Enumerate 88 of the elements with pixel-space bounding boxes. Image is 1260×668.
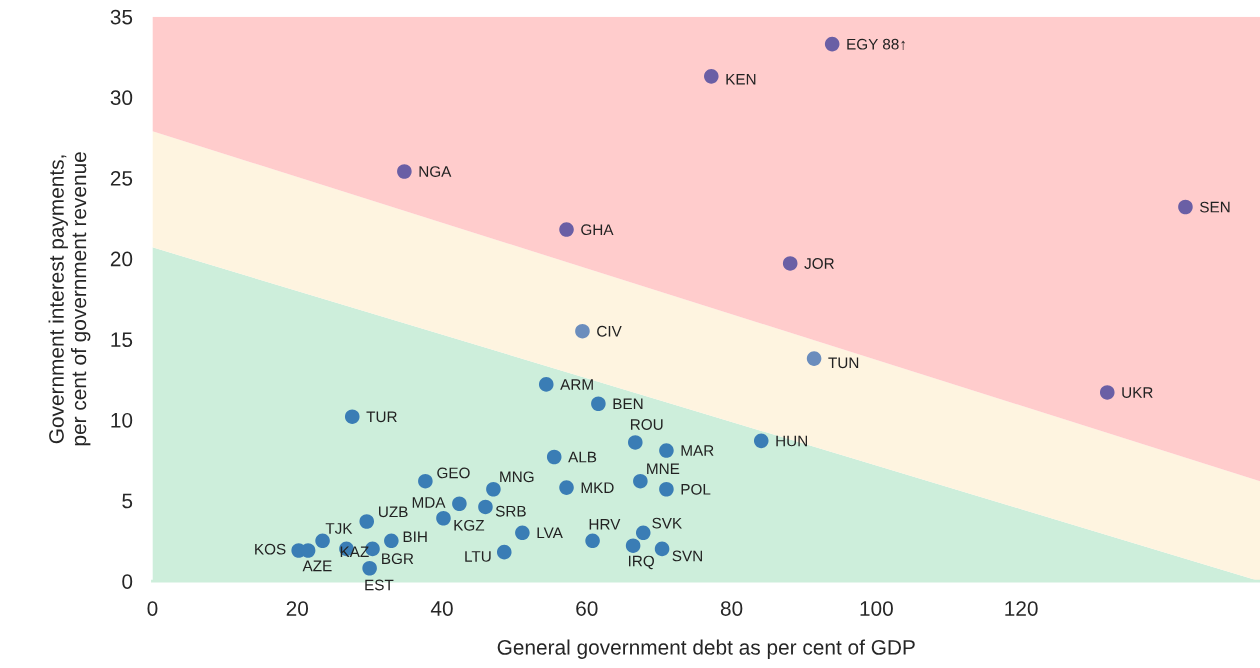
x-tick-label: 40	[430, 601, 453, 616]
y-tick-label: 35	[110, 9, 133, 25]
point	[585, 533, 600, 549]
point	[824, 36, 840, 52]
y-tick-label: 15	[111, 332, 133, 347]
annotation: AZE	[302, 560, 332, 572]
annotation: UKR	[1122, 387, 1153, 398]
annotation: GHA	[581, 224, 614, 236]
point	[436, 510, 451, 526]
point	[575, 323, 590, 339]
x-tick-label: 0	[147, 601, 158, 616]
point	[1178, 199, 1193, 215]
point	[628, 435, 643, 450]
point	[397, 164, 412, 179]
point	[659, 443, 674, 458]
point	[362, 560, 377, 576]
x-tick-label: 120	[1005, 601, 1038, 616]
annotation: TJK	[325, 523, 353, 534]
annotation: IRQ	[628, 555, 654, 570]
point	[496, 544, 512, 560]
annotation: GEO	[437, 467, 470, 479]
annotation: HRV	[589, 519, 621, 530]
x-tick-label: 20	[286, 601, 309, 616]
x-axis-title: General government debt as per cent of GDP	[497, 639, 915, 659]
point	[659, 481, 674, 497]
annotation: LTU	[465, 551, 491, 562]
y-axis-title: Government interest payments, per cent of government revenue	[48, 152, 91, 446]
point	[478, 499, 493, 515]
point	[591, 396, 606, 412]
y-tick-label: 0	[122, 574, 133, 589]
point	[344, 409, 360, 424]
annotation: EST	[365, 579, 394, 591]
annotation: TUN	[828, 357, 859, 369]
point	[315, 533, 330, 549]
annotation: KGZ	[454, 519, 485, 531]
point	[538, 377, 554, 392]
annotation: KEN	[726, 73, 756, 85]
annotation: EGY 88↑	[847, 38, 905, 50]
annotation: MAR	[681, 445, 714, 456]
annotation: MDA	[412, 497, 446, 508]
annotation: BGR	[382, 553, 414, 565]
annotation: ROU	[630, 419, 663, 430]
x-tick-label: 60	[576, 601, 598, 616]
annotation: JOR	[804, 258, 834, 269]
annotation: MNE	[647, 463, 680, 475]
annotation: SEN	[1200, 201, 1230, 213]
annotation: NGA	[419, 166, 452, 178]
x-tick-label: 100	[860, 601, 893, 616]
point	[486, 481, 501, 497]
annotation: CIV	[597, 325, 622, 337]
point	[359, 514, 375, 529]
point	[1099, 385, 1115, 400]
annotation: ALB	[568, 451, 597, 463]
annotation: SVN	[672, 550, 702, 562]
point	[654, 541, 670, 557]
x-tick-label: 80	[720, 601, 743, 616]
annotation: ARM	[560, 379, 593, 390]
point	[452, 496, 467, 512]
y-tick-label: 20	[110, 251, 133, 267]
annotation: TUR	[366, 411, 397, 423]
annotation: HUN	[776, 435, 807, 447]
annotation: MKD	[581, 482, 614, 493]
point	[559, 222, 574, 237]
point	[515, 525, 530, 541]
point	[546, 449, 562, 465]
point	[625, 538, 641, 553]
point	[704, 69, 719, 84]
annotation: UZB	[379, 506, 408, 518]
annotation: BIH	[403, 531, 427, 543]
annotation: MNG	[500, 471, 534, 483]
annotation: BEN	[613, 398, 643, 410]
point	[633, 473, 648, 489]
y-tick-label: 5	[122, 493, 133, 509]
annotation: LVA	[537, 527, 563, 539]
annotation: SVK	[652, 517, 682, 529]
point	[384, 533, 399, 549]
point	[753, 433, 769, 449]
y-tick-label: 25	[110, 170, 133, 186]
point	[806, 351, 822, 366]
annotation: POL	[681, 483, 711, 495]
point	[635, 525, 651, 541]
point	[782, 256, 798, 271]
annotation: SRB	[495, 505, 526, 517]
point	[418, 473, 433, 489]
y-tick-label: 30	[110, 90, 133, 106]
point	[559, 480, 574, 495]
annotation: KOS	[255, 543, 286, 555]
y-tick-label: 10	[111, 412, 133, 428]
